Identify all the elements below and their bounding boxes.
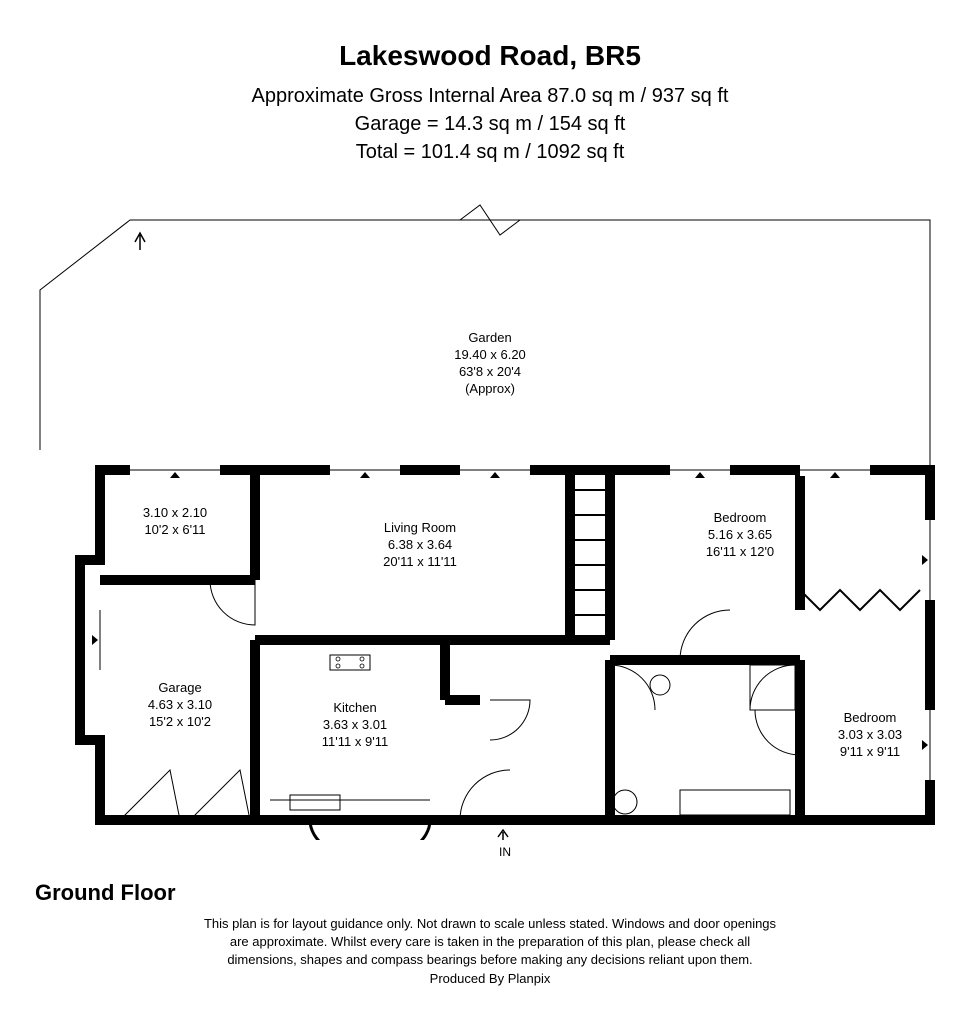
floorplan: Garden 19.40 x 6.20 63'8 x 20'4 (Approx)… xyxy=(30,200,950,840)
garage-label: Garage 4.63 x 3.10 15'2 x 10'2 xyxy=(120,680,240,731)
living-room-label: Living Room 6.38 x 3.64 20'11 x 11'11 xyxy=(340,520,500,571)
total-line: Total = 101.4 sq m / 1092 sq ft xyxy=(0,138,980,166)
area-line: Approximate Gross Internal Area 87.0 sq … xyxy=(0,82,980,110)
floor-label: Ground Floor xyxy=(35,880,176,906)
garage-line: Garage = 14.3 sq m / 154 sq ft xyxy=(0,110,980,138)
page-title: Lakeswood Road, BR5 xyxy=(0,40,980,72)
bedroom2-label: Bedroom 3.03 x 3.03 9'11 x 9'11 xyxy=(815,710,925,761)
garden-label: Garden 19.40 x 6.20 63'8 x 20'4 (Approx) xyxy=(410,330,570,398)
small-room-label: 3.10 x 2.10 10'2 x 6'11 xyxy=(120,505,230,539)
header: Lakeswood Road, BR5 Approximate Gross In… xyxy=(0,0,980,166)
bedroom1-label: Bedroom 5.16 x 3.65 16'11 x 12'0 xyxy=(660,510,820,561)
area-summary: Approximate Gross Internal Area 87.0 sq … xyxy=(0,82,980,166)
kitchen-label: Kitchen 3.63 x 3.01 11'11 x 9'11 xyxy=(295,700,415,751)
entry-label: IN xyxy=(490,845,520,861)
disclaimer: This plan is for layout guidance only. N… xyxy=(0,915,980,988)
